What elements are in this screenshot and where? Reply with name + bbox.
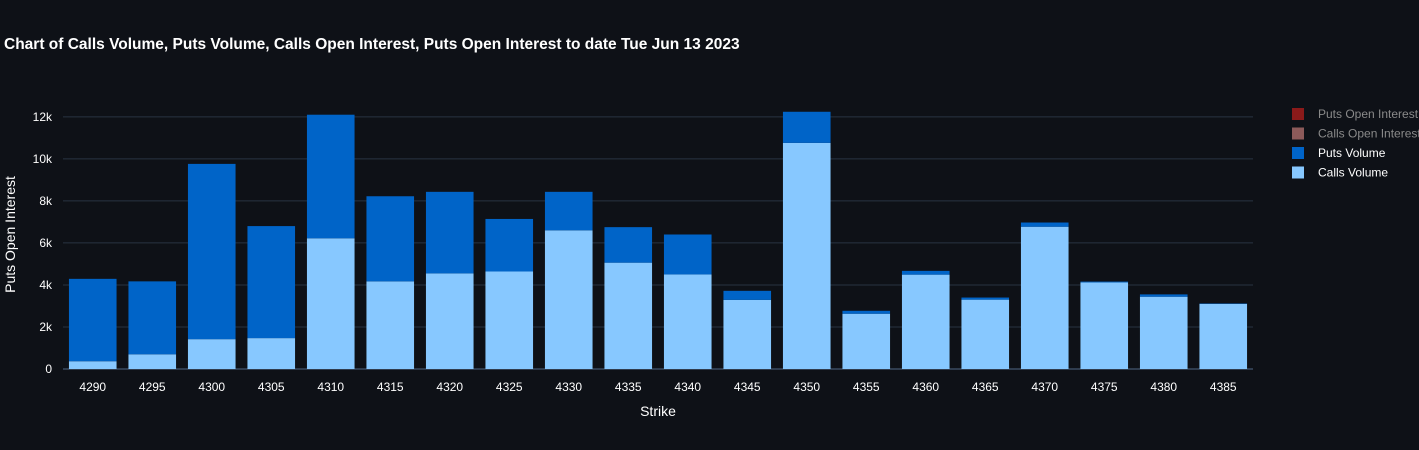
bar-calls-volume[interactable] — [247, 338, 296, 369]
bar-calls-volume[interactable] — [842, 313, 891, 369]
bar-puts-volume[interactable] — [68, 278, 117, 362]
bar-puts-volume[interactable] — [1139, 294, 1188, 297]
bar-puts-volume[interactable] — [187, 163, 236, 340]
bar-puts-volume[interactable] — [663, 234, 712, 275]
x-tick-label: 4335 — [615, 380, 642, 394]
y-tick-label: 4k — [39, 278, 53, 292]
y-tick-label: 2k — [39, 320, 53, 334]
chart-title: Chart of Calls Volume, Puts Volume, Call… — [4, 36, 740, 53]
bar-calls-volume[interactable] — [961, 299, 1010, 369]
x-tick-label: 4365 — [972, 380, 999, 394]
x-axis-title: Strike — [640, 403, 676, 419]
bar-puts-volume[interactable] — [1080, 281, 1129, 283]
bar-puts-volume[interactable] — [901, 270, 950, 275]
bar-calls-volume[interactable] — [1199, 303, 1248, 369]
y-tick-label: 10k — [33, 152, 53, 166]
legend-swatch — [1292, 108, 1304, 120]
bar-calls-volume[interactable] — [485, 271, 534, 369]
x-tick-label: 4360 — [912, 380, 939, 394]
bar-puts-volume[interactable] — [544, 191, 593, 231]
bar-puts-volume[interactable] — [1020, 222, 1069, 227]
x-tick-label: 4315 — [377, 380, 404, 394]
legend-label: Puts Volume — [1318, 146, 1386, 160]
bar-puts-volume[interactable] — [961, 297, 1010, 300]
bar-calls-volume[interactable] — [663, 274, 712, 369]
x-tick-label: 4320 — [436, 380, 463, 394]
bar-calls-volume[interactable] — [425, 273, 474, 369]
bar-calls-volume[interactable] — [604, 262, 653, 369]
x-tick-label: 4290 — [79, 380, 106, 394]
legend-item-calls-open-interest[interactable]: Calls Open Interest — [1292, 127, 1419, 141]
x-tick-label: 4305 — [258, 380, 285, 394]
y-tick-label: 0 — [45, 362, 52, 376]
bar-puts-volume[interactable] — [247, 226, 296, 339]
legend-swatch — [1292, 127, 1304, 140]
legend-label: Puts Open Interest — [1318, 107, 1419, 121]
x-tick-label: 4310 — [317, 380, 344, 394]
legend: Puts Open Interest Calls Open Interest Put… — [1292, 107, 1419, 180]
y-tick-label: 6k — [39, 236, 53, 250]
legend-label: Calls Volume — [1318, 166, 1388, 180]
bar-puts-volume[interactable] — [366, 196, 415, 282]
x-tick-label: 4340 — [674, 380, 701, 394]
legend-label: Calls Open Interest — [1318, 127, 1419, 141]
x-tick-label: 4350 — [793, 380, 820, 394]
y-tick-label: 8k — [39, 194, 53, 208]
bar-puts-volume[interactable] — [604, 227, 653, 263]
x-tick-label: 4295 — [139, 380, 166, 394]
legend-item-puts-volume[interactable]: Puts Volume — [1292, 146, 1386, 160]
axes: 0 2k 4k 6k 8k 10k 12k 4290 4295 4300 4305 4310 4315 4… — [33, 110, 1237, 394]
x-tick-label: 4355 — [853, 380, 880, 394]
bar-puts-volume[interactable] — [128, 281, 177, 355]
x-tick-label: 4370 — [1031, 380, 1058, 394]
bar-calls-volume[interactable] — [366, 281, 415, 369]
bar-puts-volume[interactable] — [842, 310, 891, 314]
x-tick-label: 4325 — [496, 380, 523, 394]
bars — [68, 111, 1248, 369]
bar-calls-volume[interactable] — [723, 299, 772, 369]
gridlines — [63, 116, 1253, 370]
bar-puts-volume[interactable] — [782, 111, 831, 143]
x-tick-label: 4300 — [198, 380, 225, 394]
bar-calls-volume[interactable] — [1020, 226, 1069, 369]
y-axis-title: Puts Open Interest — [2, 176, 18, 293]
bar-calls-volume[interactable] — [544, 230, 593, 369]
bar-calls-volume[interactable] — [901, 274, 950, 369]
bar-calls-volume[interactable] — [68, 361, 117, 369]
legend-item-puts-open-interest[interactable]: Puts Open Interest — [1292, 107, 1419, 121]
legend-swatch — [1292, 147, 1304, 159]
x-tick-label: 4345 — [734, 380, 761, 394]
legend-swatch — [1292, 166, 1304, 179]
bar-calls-volume[interactable] — [1080, 282, 1129, 369]
y-tick-label: 12k — [33, 110, 53, 124]
bar-calls-volume[interactable] — [128, 354, 177, 369]
bar-puts-volume[interactable] — [723, 290, 772, 300]
x-tick-label: 4375 — [1091, 380, 1118, 394]
x-tick-label: 4380 — [1150, 380, 1177, 394]
bar-calls-volume[interactable] — [782, 142, 831, 369]
bar-calls-volume[interactable] — [306, 238, 355, 369]
bar-puts-volume[interactable] — [306, 114, 355, 239]
bar-puts-volume[interactable] — [425, 191, 474, 274]
bar-calls-volume[interactable] — [1139, 296, 1188, 369]
x-tick-label: 4385 — [1210, 380, 1237, 394]
x-tick-label: 4330 — [555, 380, 582, 394]
bar-calls-volume[interactable] — [187, 339, 236, 369]
bar-puts-volume[interactable] — [485, 218, 534, 272]
legend-item-calls-volume[interactable]: Calls Volume — [1292, 166, 1388, 180]
